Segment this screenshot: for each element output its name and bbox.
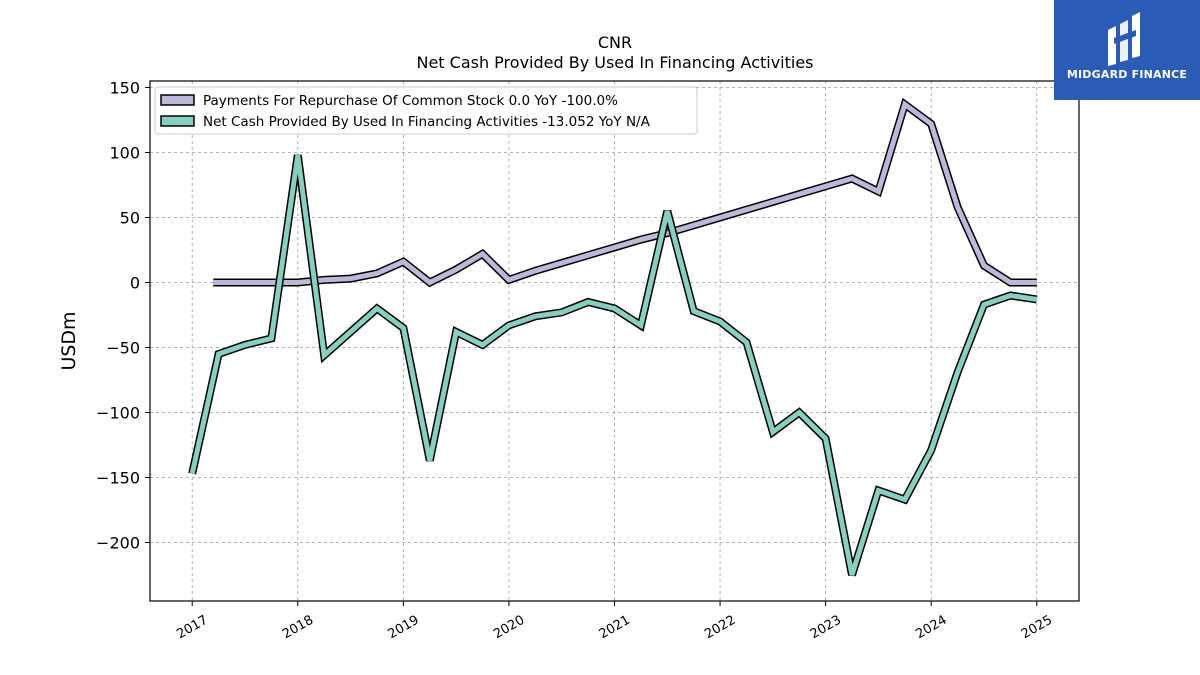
y-tick-label: −200 [96,534,140,553]
y-axis-label: USDm [58,311,80,370]
series-line-1 [189,154,1038,576]
x-tick-label: 2019 [386,613,422,643]
y-tick-label: 50 [120,209,140,228]
x-tick-label: 2021 [597,613,633,643]
brand-logo: MIDGARD FINANCE [1054,0,1200,100]
y-tick-label: −100 [96,404,140,423]
y-tick-label: 100 [109,144,140,163]
x-tick-label: 2017 [174,613,210,643]
x-tick-label: 2025 [1019,613,1055,643]
y-tick-label: −150 [96,469,140,488]
x-tick-label: 2024 [913,613,949,643]
y-tick-label: 150 [109,79,140,98]
grid-lines [150,81,1079,601]
chart-subtitle: Net Cash Provided By Used In Financing A… [416,53,813,72]
logo-text: MIDGARD FINANCE [1066,68,1188,81]
legend-box [154,86,698,135]
x-tick-label: 2018 [280,613,316,643]
x-tick-label: 2023 [808,613,844,643]
y-axis: 150 100 50 0 −50 −100 −150 −200 [96,79,150,553]
x-tick-label: 2020 [491,613,527,643]
y-tick-label: 0 [130,274,140,293]
midgard-logo-icon [1108,12,1140,66]
legend-label-1: Net Cash Provided By Used In Financing A… [203,114,651,130]
chart-title: CNR [598,33,632,52]
legend-swatch-1 [160,115,195,127]
legend: Payments For Repurchase Of Common Stock … [154,86,698,135]
x-axis: 2017 2018 2019 2020 2021 2022 2023 2024 2025 [174,601,1055,642]
legend-swatch-0 [160,94,195,106]
series-line-0 [213,100,1037,286]
series-lines [188,97,1038,577]
legend-label-0: Payments For Repurchase Of Common Stock … [203,93,618,109]
x-tick-label: 2022 [702,613,738,643]
y-tick-label: −50 [106,339,140,358]
